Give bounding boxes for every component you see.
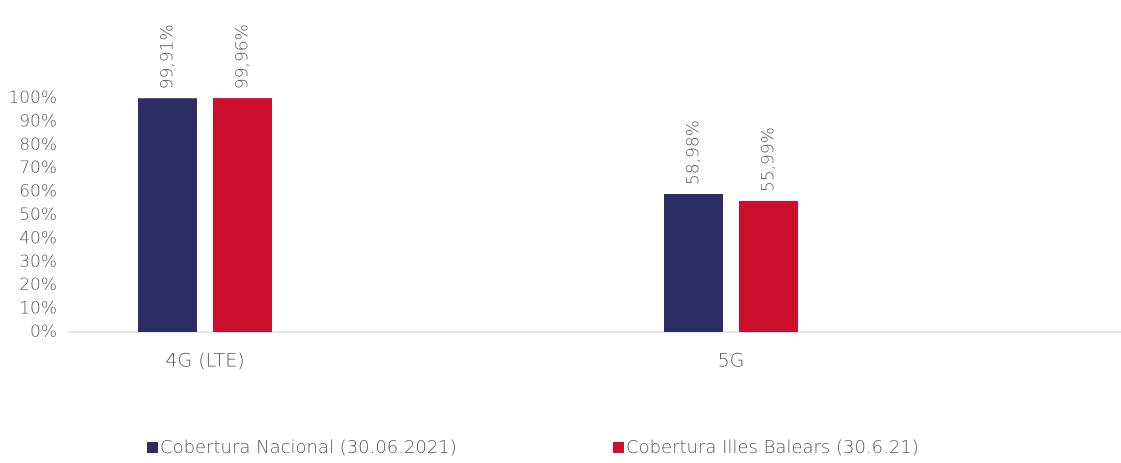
- y-tick-label: 100%: [8, 88, 57, 108]
- y-tick-label: 60%: [19, 182, 57, 202]
- legend-swatch: [147, 442, 158, 453]
- x-tick-label: 5G: [718, 350, 745, 372]
- y-tick-label: 50%: [19, 205, 57, 225]
- bar: [664, 193, 723, 332]
- value-label: 99,91%: [158, 24, 178, 89]
- value-label: 99,96%: [233, 24, 253, 89]
- bar: [739, 200, 798, 332]
- value-label: 55,99%: [759, 127, 779, 192]
- x-tick-label: 4G (LTE): [165, 350, 244, 372]
- y-tick-label: 20%: [19, 275, 57, 295]
- legend-label: Cobertura Nacional (30.06.2021): [160, 437, 457, 458]
- legend-swatch: [613, 442, 624, 453]
- y-tick-label: 0%: [30, 322, 57, 342]
- y-tick-label: 30%: [19, 252, 57, 272]
- y-tick-label: 40%: [19, 228, 57, 248]
- y-tick-label: 80%: [19, 135, 57, 155]
- legend-label: Cobertura Illes Balears (30.6.21): [626, 437, 919, 458]
- y-tick-label: 10%: [19, 299, 57, 319]
- y-tick-label: 70%: [19, 158, 57, 178]
- value-label: 58,98%: [684, 120, 704, 185]
- y-tick-label: 90%: [19, 111, 57, 131]
- bar: [138, 98, 197, 332]
- bar: [213, 98, 272, 332]
